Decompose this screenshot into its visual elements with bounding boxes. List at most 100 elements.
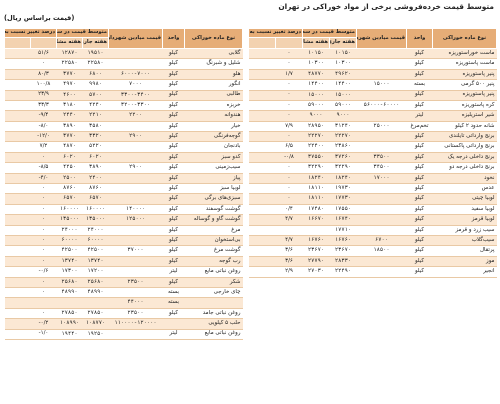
prev-week-cell: ۹۰۰۰ [302,110,330,122]
change-cell: -۸/۵ [30,162,57,174]
unit-cell: کیلو [406,256,433,268]
current-week-cell: ۳۳۲۰ [82,131,109,143]
unit-cell: کیلو [406,266,433,278]
change-cell: ۰ [30,235,57,247]
table-row: لوبیا چیتی کیلو ۱۷۷۳۰ ۱۸۱۱۰ ۰ [248,193,497,205]
unit-cell: کیلو [406,131,433,143]
table-row: حلب ۵ کیلویی ۱۱۰۰۰۰-۱۲۰۰۰۰ ۱۰۸۷۷۰ ۱۰۸۹۹۰ -۰/… [4,318,243,330]
unit-cell: کیلو [406,245,433,257]
table-row: کره پاستوریزه کیلو ۵۶۰۰۰-۶۰۰۰۰ ۵۹۰۰۰ ۵۹۰۰۰ ۰ [248,100,497,112]
item-cell: روغن نباتی مایع [184,329,243,340]
municipal-price-cell [356,48,407,60]
change-extra-cell [4,79,31,91]
unit-cell: کیلو [162,225,185,237]
change-extra-cell [4,152,31,164]
municipal-price-cell: ۱۲۵۰۰۰ [108,214,163,226]
prev-week-cell: ۱۲۸۷۰ [56,48,83,60]
municipal-price-cell [356,193,407,205]
prev-week-cell: ۱۸۲۴۰ [302,173,330,185]
current-week-cell: ۴۲۴۰ [82,100,109,112]
item-cell: پنیر پاستوریزه [432,69,497,81]
table-body-left: گلابی کیلو ۱۹۵۱۰ ۱۲۸۷۰ ۵۱/۶ شلیل و شبرنگ کیلو ۲… [4,48,243,340]
change-extra-cell [4,100,31,112]
change-cell: ۰ [275,173,303,185]
item-cell: شانه حدود ۲ کیلو [432,121,497,133]
prev-week-cell: ۲۴۰۰۰ [56,225,83,237]
current-week-cell: ۳۷۲۶۰ [329,152,357,164]
prev-week-cell: ۴۲۵۰۰ [56,245,83,257]
prev-week-cell: ۶۵۷۰ [56,193,83,205]
prev-week-cell: ۴۲۵۰ [56,162,83,174]
municipal-price-cell [108,173,163,185]
header-change: درصد تغییر نسبت به [4,28,57,38]
table-row: خیار کیلو ۳۵۸۰ ۳۸۹۰ -۸/۰ [4,121,243,133]
item-cell: انجیر [432,266,497,278]
change-cell: ۳۳/۳ [30,100,57,112]
change-cell: ۰ [30,204,57,216]
change-cell: -۹/۴ [30,110,57,122]
table-row: برنج داخلی درجه یک کیلو ۳۳۵۰۰ ۳۷۲۶۰ ۳۷۵۵۰ -۰/… [248,152,497,164]
prev-week-cell: ۵۹۰۰۰ [302,100,330,112]
table-row: گوشت گاو و گوساله کیلو ۱۲۵۰۰۰ ۱۳۵۰۰۰ ۱۳۵۰۰۰ ۰ [4,214,243,226]
municipal-price-cell: ۳۲۰۰-۳۳۰۰ [108,100,163,112]
prev-week-cell: ۱۵۰۰۰ [302,90,330,101]
change-cell: -۴/۰ [30,173,57,185]
table-row: پنیر ۵۰۰ گرمی بسته ۱۵۰۰۰ ۱۴۴۰۰ ۱۴۴۰۰ ۰ [248,79,497,91]
table-row: شلیل و شبرنگ کیلو ۲۲۵۸۰ ۲۲۵۸۰ ۰ [4,58,243,70]
change-extra-cell [248,100,276,112]
table-row: خربزه کیلو ۳۲۰۰-۳۳۰۰ ۴۲۴۰ ۳۱۸۰ ۳۳/۳ [4,100,243,112]
prev-week-cell: ۱۹۴۴۰ [56,329,83,340]
current-week-cell: ۵۲۲۰ [82,141,109,153]
change-extra-cell [248,225,276,237]
municipal-price-cell: ۱۵۰۰۰ [356,79,407,91]
item-cell: پرتقال [432,245,497,257]
prev-week-cell [302,225,330,237]
prev-week-cell: ۲۴۴۰ [56,110,83,122]
current-week-cell: ۳۱۲۴۰ [329,121,357,133]
item-cell: پیاز [184,173,243,185]
prev-week-cell: ۴۸۹۹۰ [56,287,83,299]
table-row: شیر استریلیزه لیتر ۹۰۰۰ ۹۰۰۰ ۰ [248,110,497,122]
prev-week-cell: ۶۰۰۰۰ [56,235,83,247]
header-change-sub [275,36,303,49]
item-cell: پنیر ۵۰۰ گرمی [432,79,497,91]
municipal-price-cell [108,287,163,299]
current-week-cell: ۱۹۷۳۰ [329,183,357,195]
unit-cell: کیلو [162,58,185,70]
current-week-cell: ۲۳۸۶۰ [329,141,357,153]
change-extra-cell [248,173,276,185]
item-cell: برنج داخلی درجه دو [432,162,497,174]
change-cell: ۰ [275,79,303,91]
unit-cell: کیلو [162,173,185,185]
prev-week-cell: ۴۸۷۰ [56,141,83,153]
unit-cell: کیلو [406,69,433,81]
prev-week-cell: ۱۷۴۸۰ [302,204,330,216]
table-row: رب گوجه کیلو ۱۳۷۴۰ ۱۳۷۴۰ ۰ [4,256,243,268]
change-extra-cell [4,214,31,226]
change-cell: ۱۰۰/۸ [30,79,57,91]
municipal-price-cell: ۲۵۰۰۰ [356,121,407,133]
item-cell: هلو [184,69,243,81]
current-week-cell: ۱۹۵۱۰ [82,48,109,60]
current-week-cell: ۲۲۲۷۰ [329,131,357,143]
change-cell: ۷/۹ [275,121,303,133]
item-cell: گوجه‌فرنگی [184,131,243,143]
current-week-cell: ۹۰۰۰ [329,110,357,122]
current-week-cell: ۴۲۵۰۰ [82,245,109,257]
municipal-price-cell: ۲۹۰۰ [108,162,163,174]
municipal-price-cell: ۱۱۰۰۰۰-۱۲۰۰۰۰ [108,318,163,330]
municipal-price-cell [356,110,407,122]
change-cell: ۰ [275,131,303,143]
municipal-price-cell [108,183,163,195]
table-row: روغن نباتی جامد کیلو ۲۳۵۰۰ ۲۷۸۵۰ ۲۷۸۵۰ ۰ [4,308,243,320]
unit-cell: کیلو [162,193,185,205]
unit-cell: کیلو [162,277,185,288]
table-row: انگور کیلو ۷۰۰۰ ۹۹۸۰ ۴۹۷۰ ۱۰۰/۸ [4,79,243,91]
municipal-price-cell [356,58,407,70]
table-row: هلو کیلو ۶۰۰۰-۷۰۰۰ ۶۸۰۰ ۳۷۷۰ ۸۰/۳ [4,69,243,81]
change-extra-cell [4,173,31,185]
change-cell: ۰ [275,183,303,195]
unit-cell: کیلو [406,162,433,174]
current-week-cell [82,297,109,309]
